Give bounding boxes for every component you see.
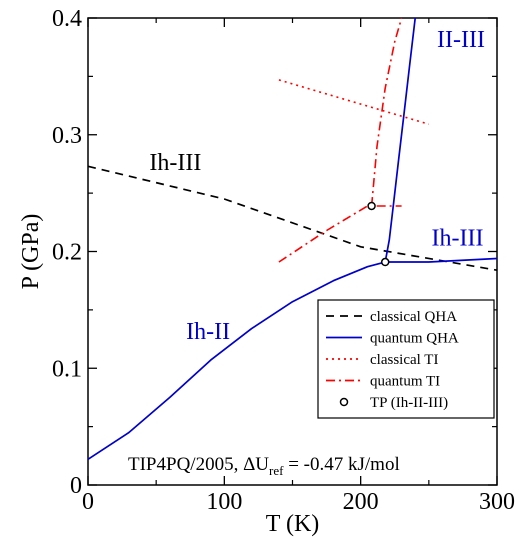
annotation-value: = -0.47 kJ/mol [283,454,399,475]
annotation: TIP4PQ/2005, ΔUref = -0.47 kJ/mol [128,454,400,478]
curve-labels: Ih-III Ih-III II-III Ih-II [149,27,485,345]
x-axis-label: T (K) [266,511,320,537]
legend-box [317,299,495,419]
triple-point-marker [367,201,376,211]
legend-marker [339,397,349,407]
y-tick-label: 0.3 [52,123,82,149]
curve-label: Ih-III [149,150,201,176]
x-tick-label: 200 [343,489,379,515]
model-annotation: TIP4PQ/2005, ΔUref = -0.47 kJ/mol [128,454,400,478]
curve-label: II-III [437,27,485,53]
annotation-subscript: ref [269,463,284,478]
legend: classical QHA quantum QHA classical TI quan… [317,299,495,419]
y-tick-label: 0 [70,473,82,499]
series-line-quantum-ti [370,17,403,207]
curve-label: Ih-III [432,226,484,252]
series-line-quantum-ti [278,205,402,263]
legend-label: quantum QHA [370,331,459,347]
y-axis-label: P (GPa) [18,214,44,290]
triple-point-marker [380,257,390,267]
legend-label: quantum TI [370,374,440,390]
series-line-quantum-qha [87,257,498,461]
legend-label: TP (Ih-II-III) [370,395,448,411]
x-tick-label: 0 [82,489,94,515]
series-line-quantum-qha [384,17,417,263]
legend-label: classical QHA [370,309,457,325]
series-line-classical-ti [278,79,430,125]
annotation-text: TIP4PQ/2005, ΔU [128,454,269,475]
y-tick-label: 0.4 [52,6,82,32]
axes: 0 100 200 300 0 0.1 0.2 0.3 0.4 T (K) P (GPa) [18,6,515,537]
x-tick-label: 300 [479,489,515,515]
y-tick-label: 0.1 [52,356,82,382]
legend-label: classical TI [370,352,438,368]
x-tick-label: 100 [206,489,242,515]
series-line-classical-qha [87,165,498,272]
series-layer [87,17,498,461]
curve-label: Ih-II [186,319,230,345]
y-tick-label: 0.2 [52,240,82,266]
